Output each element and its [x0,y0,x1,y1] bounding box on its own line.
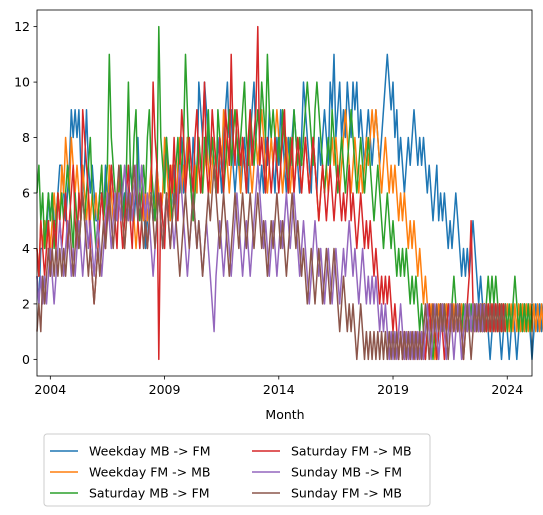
x-tick-label: 2009 [149,382,181,397]
x-tick-label: 2004 [34,382,66,397]
legend-label: Weekday MB -> FM [89,444,210,459]
x-axis: 2004 2009 2014 2019 2024 [34,376,523,397]
y-tick-label: 2 [22,296,30,311]
x-tick-label: 2019 [377,382,409,397]
series-line-6 [36,164,507,361]
y-axis: 0 2 4 6 8 10 12 [14,19,37,367]
legend-items: Weekday MB -> FM Weekday FM -> MB Saturday… [50,444,412,501]
x-axis-label: Month [265,407,304,422]
y-tick-label: 12 [14,19,30,34]
series-line-5 [36,164,486,361]
y-tick-label: 8 [22,130,30,145]
y-tick-label: 4 [22,241,30,256]
plot-lines [36,25,543,361]
legend-label: Sunday FM -> MB [291,486,402,501]
x-tick-label: 2014 [263,382,295,397]
x-tick-label: 2024 [491,382,523,397]
legend-label: Saturday MB -> FM [89,486,210,501]
legend-label: Sunday MB -> FM [291,465,402,480]
y-tick-label: 6 [22,186,30,201]
legend-label: Saturday FM -> MB [291,444,412,459]
legend-frame [43,433,431,507]
legend: Weekday MB -> FM Weekday FM -> MB Saturday… [43,433,431,507]
y-tick-label: 0 [22,352,30,367]
y-tick-label: 10 [14,75,30,90]
legend-label: Weekday FM -> MB [89,465,210,480]
